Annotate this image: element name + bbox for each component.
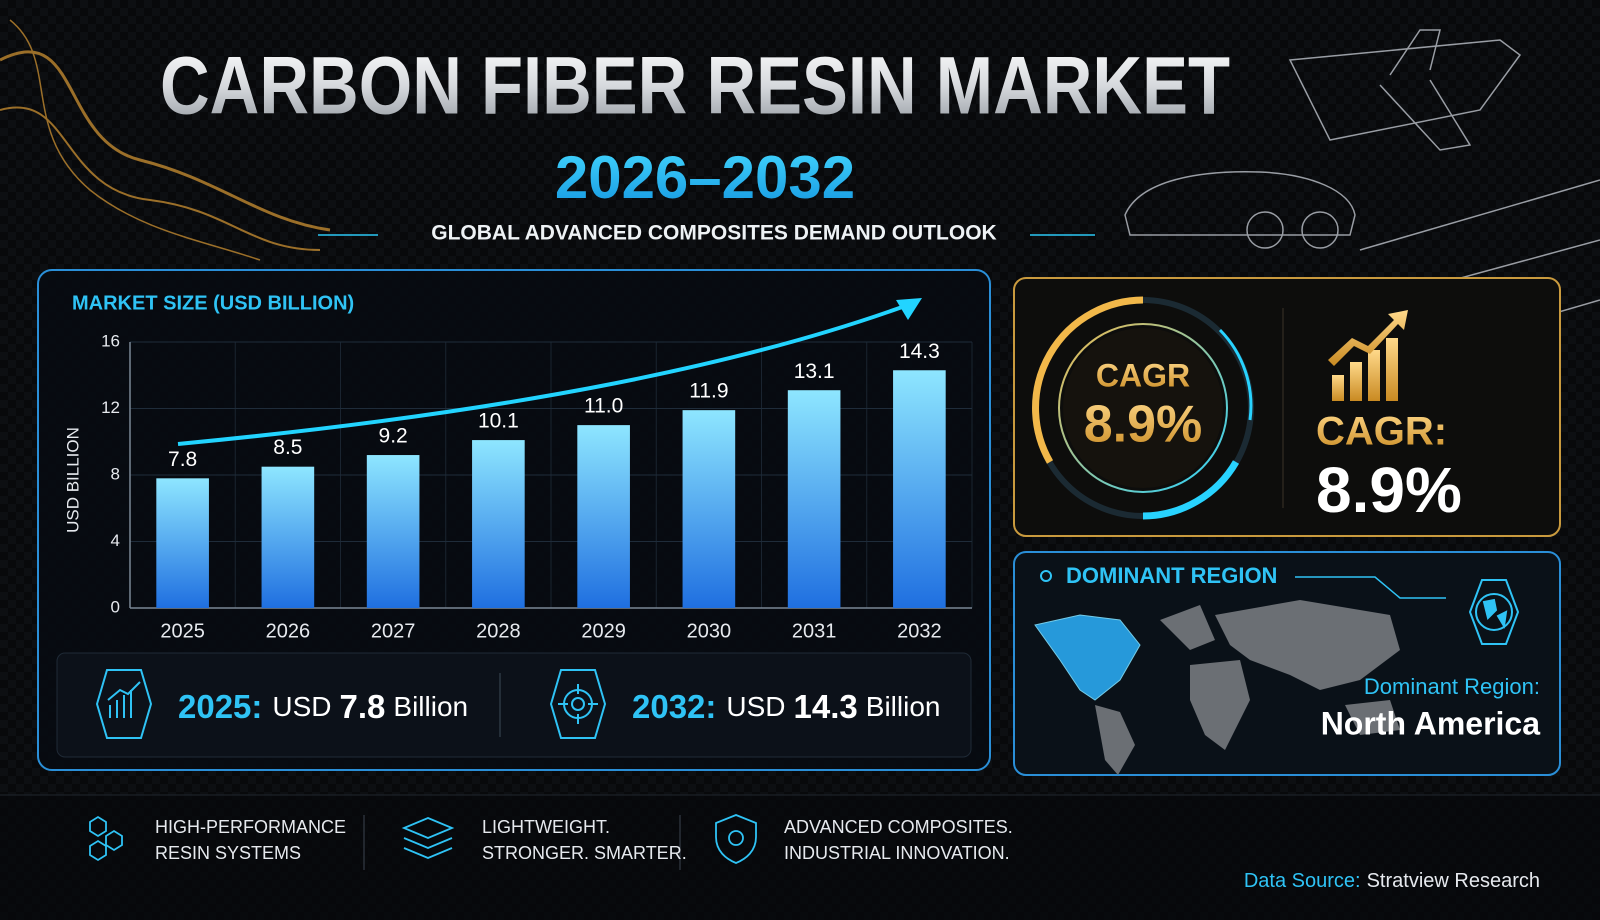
bar (787, 390, 841, 608)
summary-2032: 2032: USD 14.3 Billion (632, 688, 940, 725)
region-name: North America (1321, 705, 1541, 741)
bar (893, 370, 946, 608)
bar-value-label: 11.9 (689, 380, 728, 403)
y-tick-label: 4 (111, 531, 120, 550)
feature-text: ADVANCED COMPOSITES. (784, 817, 1013, 837)
chart-title: MARKET SIZE (USD BILLION) (72, 292, 354, 314)
bar-value-label: 14.3 (899, 340, 940, 363)
trend-arrow (177, 304, 906, 446)
growth-icon (1328, 310, 1408, 401)
page-title: CARBON FIBER RESIN MARKET (160, 41, 1230, 132)
bar-value-label: 13.1 (794, 360, 835, 383)
feature-text: LIGHTWEIGHT. (482, 817, 610, 837)
summary-currency: USD (272, 691, 331, 722)
feature-icons (89, 814, 757, 864)
summary-unit: Billion (393, 691, 468, 722)
bar-value-label: 8.5 (273, 436, 302, 459)
globe-icon (1468, 579, 1520, 645)
x-tick-label: 2027 (371, 620, 416, 642)
subtitle: GLOBAL ADVANCED COMPOSITES DEMAND OUTLOO… (431, 222, 996, 245)
summary-amount: 14.3 (794, 688, 858, 725)
summary-2025: 2025: USD 7.8 Billion (178, 688, 468, 725)
y-tick-label: 12 (101, 398, 120, 417)
region-rule (1295, 576, 1446, 599)
summary-year: 2032: (632, 688, 716, 725)
bar (156, 478, 209, 608)
footer-band (0, 795, 1600, 920)
swirl-decoration (0, 19, 331, 261)
summary-currency: USD (726, 691, 785, 722)
x-tick-label: 2032 (897, 620, 942, 642)
bar-value-label: 11.0 (584, 395, 623, 418)
cagr-label: CAGR: (1316, 410, 1447, 454)
feature-text: INDUSTRIAL INNOVATION. (784, 843, 1010, 863)
bar-value-label: 7.8 (168, 448, 197, 471)
years: 2026–2032 (555, 144, 855, 211)
feature-text: STRONGER. SMARTER. (482, 843, 687, 863)
summary-unit: Billion (866, 691, 941, 722)
x-tick-label: 2031 (792, 620, 837, 642)
feature-text: RESIN SYSTEMS (155, 843, 301, 863)
vehicle-decoration (1124, 29, 1600, 336)
summary-icon (95, 669, 607, 739)
x-tick-label: 2030 (687, 620, 732, 642)
region-title: DOMINANT REGION (1066, 563, 1277, 588)
bar-value-label: 10.1 (478, 410, 519, 433)
source-label: Data Source: (1244, 870, 1361, 892)
y-tick-label: 0 (111, 597, 120, 616)
bar (682, 410, 736, 608)
bar (577, 425, 630, 608)
x-tick-label: 2029 (581, 620, 626, 642)
x-tick-label: 2028 (476, 620, 521, 642)
world-map (1034, 600, 1400, 775)
y-axis-label: USD BILLION (63, 427, 82, 533)
cagr-ring-label: CAGR (1096, 357, 1190, 393)
summary-amount: 7.8 (340, 688, 386, 725)
feature-text: HIGH-PERFORMANCE (155, 817, 346, 837)
bar (261, 466, 315, 608)
source-name: Stratview Research (1367, 870, 1540, 892)
bar (366, 455, 420, 608)
bar-value-label: 9.2 (379, 425, 408, 448)
cagr-ring-value: 8.9% (1084, 396, 1203, 454)
source: Data Source: Stratview Research (1244, 870, 1540, 892)
region-label: Dominant Region: (1364, 674, 1540, 699)
plot-area: 0 4 8 12 16 2025 7.8 2026 8.5 2027 9.2 2028 10.1 2029… (101, 298, 973, 642)
y-tick-label: 8 (111, 464, 120, 483)
x-tick-label: 2026 (266, 620, 311, 642)
y-tick-label: 16 (101, 331, 120, 350)
summary-box (56, 652, 972, 758)
x-tick-label: 2025 (160, 620, 205, 642)
summary-year: 2025: (178, 688, 262, 725)
trend-arrowhead (896, 298, 922, 320)
bar (472, 440, 525, 608)
cagr-ring (1032, 296, 1254, 520)
region-bullet (1040, 570, 1052, 582)
cagr-value: 8.9% (1316, 454, 1462, 526)
